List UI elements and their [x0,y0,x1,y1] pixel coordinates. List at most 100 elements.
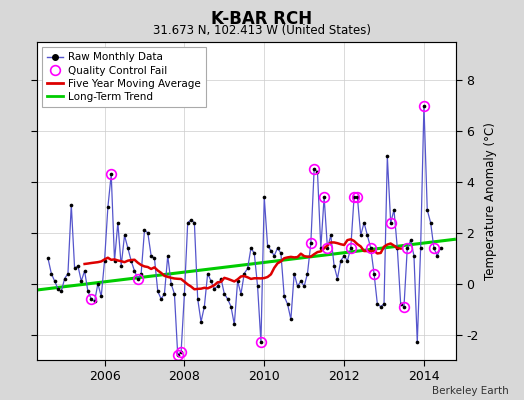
Y-axis label: Temperature Anomaly (°C): Temperature Anomaly (°C) [484,122,497,280]
Point [140,227,149,234]
Point [340,252,348,259]
Point [180,291,189,297]
Point [47,270,56,277]
Point [230,321,238,328]
Point [343,258,352,264]
Point [373,301,381,307]
Point [223,296,232,302]
Point [366,245,375,251]
Point [54,286,62,292]
Point [283,301,292,307]
Point [114,220,122,226]
Point [44,255,52,262]
Point [134,275,142,282]
Point [160,291,169,297]
Point [150,255,159,262]
Point [390,207,398,213]
Point [57,288,66,294]
Point [144,230,152,236]
Point [190,220,199,226]
Point [90,298,99,305]
Point [436,245,445,251]
Point [200,303,209,310]
Point [187,217,195,223]
Point [250,250,258,256]
Point [267,248,275,254]
Point [60,275,69,282]
Point [403,245,411,251]
Point [130,268,139,274]
Point [170,291,179,297]
Point [417,245,425,251]
Point [64,270,72,277]
Point [293,283,302,290]
Point [413,339,421,345]
Point [410,252,418,259]
Point [80,268,89,274]
Point [370,270,378,277]
Point [101,258,109,264]
Point [67,202,75,208]
Point [173,352,182,358]
Point [183,220,192,226]
Point [137,270,145,277]
Point [377,303,385,310]
Point [237,291,245,297]
Point [97,293,105,300]
Point [420,102,428,109]
Point [430,245,438,251]
Point [220,291,228,297]
Point [423,207,431,213]
Point [290,270,298,277]
Point [244,265,252,272]
Point [280,293,288,300]
Point [197,319,205,325]
Point [203,270,212,277]
Point [154,288,162,294]
Point [207,278,215,284]
Point [157,296,165,302]
Point [193,296,202,302]
Point [300,283,308,290]
Point [307,240,315,246]
Point [50,278,59,284]
Point [77,278,85,284]
Point [356,232,365,238]
Point [350,194,358,200]
Point [316,245,325,251]
Point [387,220,395,226]
Point [107,171,115,178]
Point [213,283,222,290]
Point [257,339,265,345]
Point [363,232,372,238]
Point [326,232,335,238]
Text: 31.673 N, 102.413 W (United States): 31.673 N, 102.413 W (United States) [153,24,371,37]
Point [70,265,79,272]
Point [147,252,155,259]
Point [94,280,102,287]
Point [74,263,82,269]
Point [240,270,248,277]
Text: K-BAR RCH: K-BAR RCH [212,10,312,28]
Text: Berkeley Earth: Berkeley Earth [432,386,508,396]
Point [127,258,135,264]
Point [177,349,185,356]
Point [336,258,345,264]
Point [121,232,129,238]
Point [330,263,339,269]
Point [167,280,176,287]
Point [323,245,332,251]
Point [163,252,172,259]
Point [274,245,282,251]
Point [260,194,268,200]
Point [333,275,342,282]
Point [297,278,305,284]
Point [270,252,278,259]
Point [217,275,225,282]
Point [310,166,319,172]
Point [400,303,408,310]
Point [247,245,255,251]
Point [346,245,355,251]
Point [254,283,262,290]
Point [111,258,119,264]
